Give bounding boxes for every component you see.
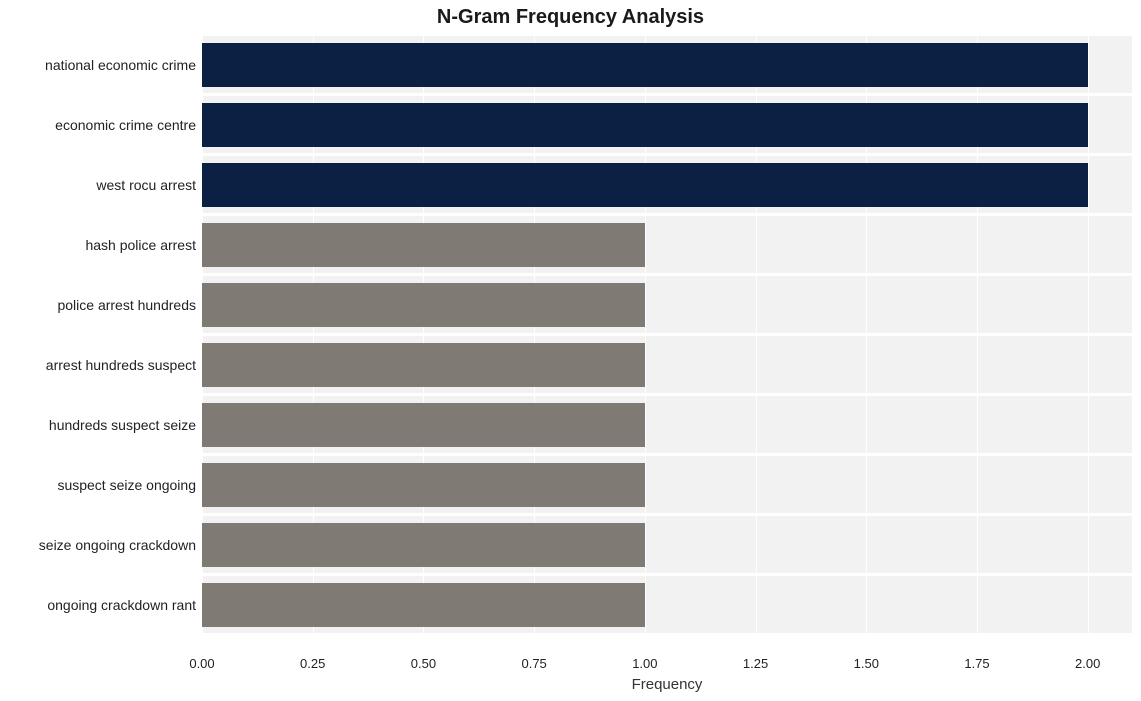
x-axis-tick-label: 0.25 <box>300 656 325 671</box>
y-axis-label: hundreds suspect seize <box>49 417 196 433</box>
bar <box>202 343 645 387</box>
bar <box>202 463 645 507</box>
y-axis-label: ongoing crackdown rant <box>47 597 196 613</box>
bar <box>202 163 1088 207</box>
y-axis-label: west rocu arrest <box>96 177 196 193</box>
x-axis-tick-label: 1.75 <box>964 656 989 671</box>
y-axis-label: police arrest hundreds <box>57 297 196 313</box>
x-axis-tick-label: 1.25 <box>743 656 768 671</box>
x-axis-tick-label: 1.50 <box>854 656 879 671</box>
chart-title: N-Gram Frequency Analysis <box>0 6 1141 29</box>
x-axis-tick-label: 1.00 <box>632 656 657 671</box>
bar <box>202 583 645 627</box>
ngram-frequency-chart: N-Gram Frequency Analysis national econo… <box>0 0 1141 701</box>
bar <box>202 283 645 327</box>
y-axis-label: suspect seize ongoing <box>57 477 196 493</box>
bar <box>202 43 1088 87</box>
bar <box>202 523 645 567</box>
x-axis-title: Frequency <box>202 676 1132 693</box>
bar <box>202 403 645 447</box>
grid-line <box>1088 36 1089 642</box>
y-axis-label: national economic crime <box>45 57 196 73</box>
x-axis-tick-label: 0.50 <box>411 656 436 671</box>
x-axis-tick-label: 0.75 <box>521 656 546 671</box>
y-axis-label: economic crime centre <box>55 117 196 133</box>
y-axis-label: hash police arrest <box>85 237 196 253</box>
y-axis-label: arrest hundreds suspect <box>46 357 196 373</box>
bar <box>202 103 1088 147</box>
plot-area <box>202 36 1132 642</box>
y-axis-label: seize ongoing crackdown <box>39 537 196 553</box>
x-axis-tick-label: 2.00 <box>1075 656 1100 671</box>
bar <box>202 223 645 267</box>
x-axis-tick-label: 0.00 <box>189 656 214 671</box>
